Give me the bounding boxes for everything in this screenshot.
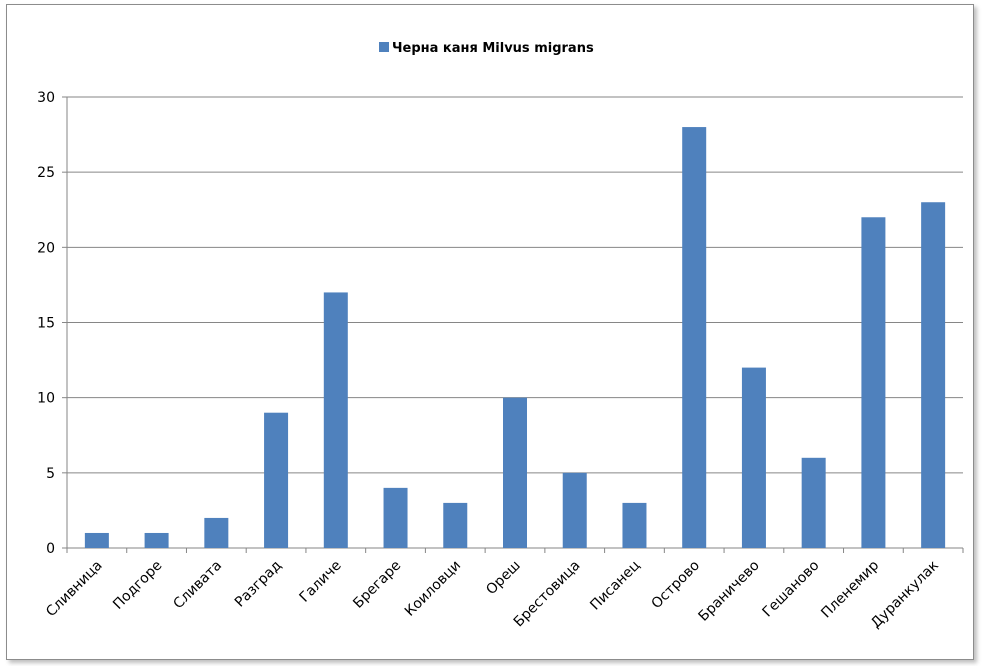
y-tick-label: 0 <box>46 541 55 557</box>
x-tick-label: Коиловци <box>402 558 464 620</box>
x-tick-label: Гешаново <box>760 558 823 621</box>
legend: Черна каня Milvus migrans <box>379 41 594 56</box>
x-tick-label: Писанец <box>587 558 643 614</box>
y-tick-label: 20 <box>37 240 55 256</box>
y-tick-label: 10 <box>37 391 55 407</box>
y-axis <box>62 96 68 549</box>
bar <box>323 292 348 548</box>
bar <box>84 532 109 548</box>
bar <box>264 412 289 548</box>
bar <box>443 502 468 548</box>
bar <box>801 457 826 548</box>
x-tick-label: Ореш <box>483 558 524 599</box>
x-tick-label: Острово <box>648 558 703 613</box>
bar <box>562 472 587 548</box>
y-tick-labels: 0 5 10 15 20 25 30 <box>37 90 55 557</box>
bar <box>921 202 946 548</box>
y-tick-label: 30 <box>37 90 55 106</box>
legend-swatch <box>379 42 389 52</box>
legend-label: Черна каня Milvus migrans <box>392 41 594 56</box>
x-tick-label: Разград <box>232 558 285 611</box>
bar <box>204 517 229 548</box>
bar <box>741 367 766 548</box>
bar <box>144 532 169 548</box>
bars <box>84 127 946 549</box>
x-tick-label: Сливата <box>170 558 225 613</box>
bar <box>383 487 408 548</box>
x-tick-label: Браничево <box>696 558 763 625</box>
bar <box>503 397 527 548</box>
y-tick-label: 5 <box>46 466 55 482</box>
x-tick-label: Брегаре <box>350 558 404 612</box>
x-tick-labels: Сливница Подгоре Сливата Разград Галиче Брега… <box>43 557 942 631</box>
bar <box>622 502 647 548</box>
x-tick-label: Подгоре <box>110 558 165 613</box>
y-tick-label: 25 <box>37 165 55 181</box>
bar <box>682 127 707 549</box>
x-tick-label: Сливница <box>43 558 106 621</box>
x-tick-label: Пленемир <box>818 557 882 621</box>
chart-frame <box>6 4 974 660</box>
y-tick-label: 15 <box>37 316 55 332</box>
bar <box>861 217 886 548</box>
x-axis <box>66 547 964 553</box>
x-tick-label: Галиче <box>297 558 345 606</box>
